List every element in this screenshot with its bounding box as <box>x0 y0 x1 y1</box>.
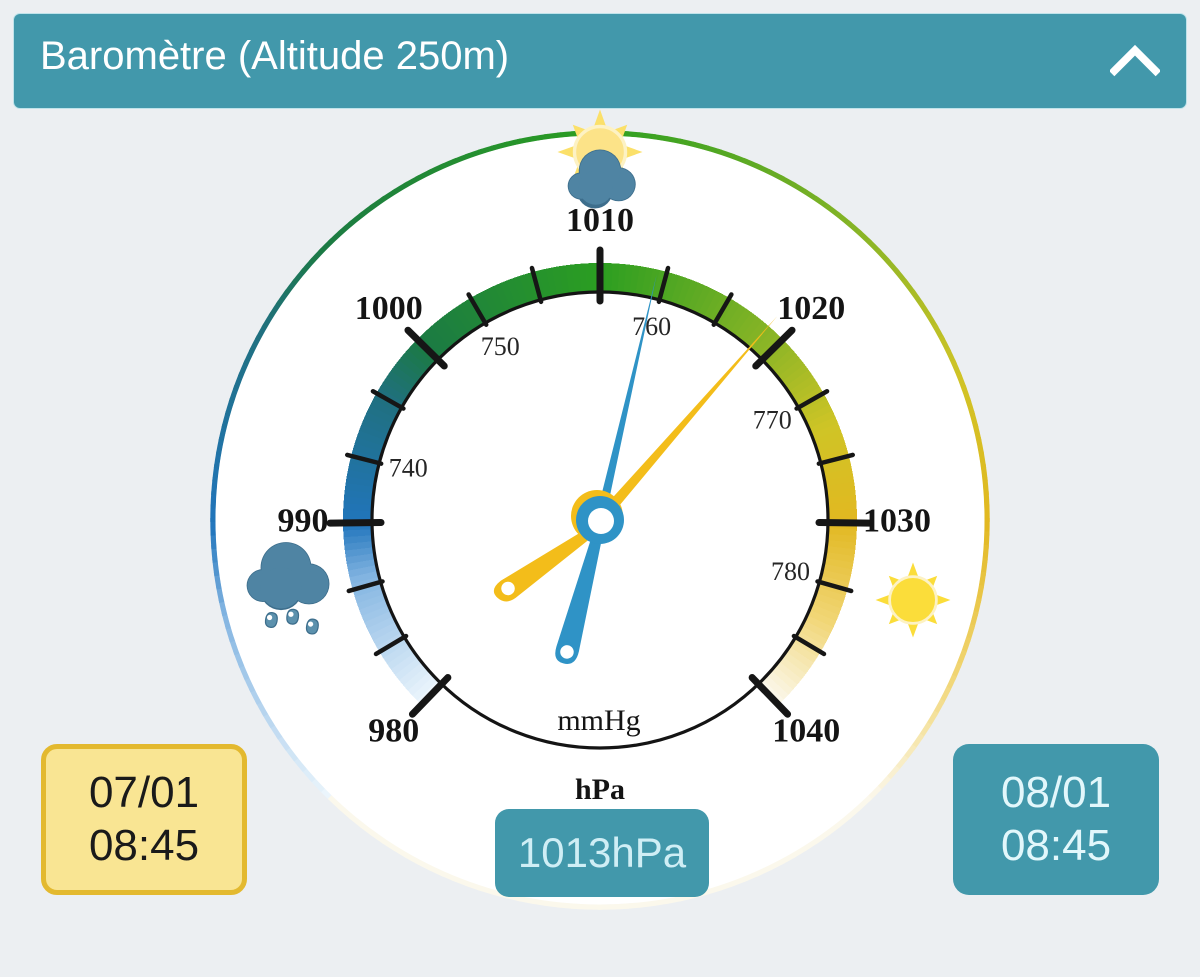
svg-text:mmHg: mmHg <box>557 704 640 737</box>
svg-text:750: 750 <box>481 332 520 361</box>
svg-text:780: 780 <box>771 557 810 586</box>
svg-text:990: 990 <box>278 502 329 539</box>
svg-text:770: 770 <box>753 405 792 434</box>
svg-text:1030: 1030 <box>863 502 931 539</box>
svg-text:760: 760 <box>632 312 671 341</box>
svg-text:740: 740 <box>389 454 428 483</box>
svg-text:980: 980 <box>368 712 419 749</box>
svg-text:1000: 1000 <box>355 290 423 327</box>
svg-text:1020: 1020 <box>777 290 845 327</box>
svg-text:1040: 1040 <box>772 712 840 749</box>
